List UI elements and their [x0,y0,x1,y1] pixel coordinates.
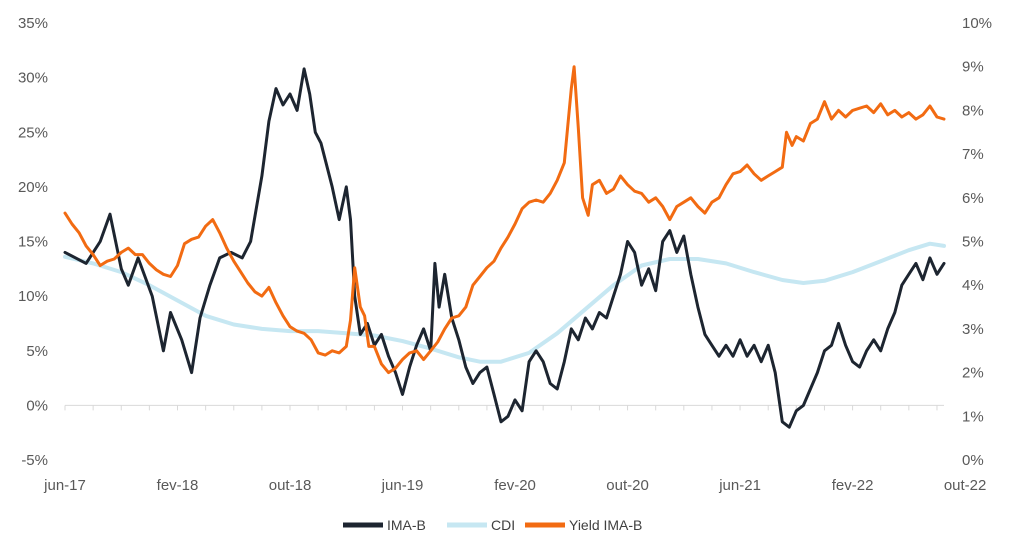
y-right-tick-label: 2% [962,365,984,382]
y-left-tick-label: -5% [21,452,48,469]
legend: IMA-B CDI Yield IMA-B [343,517,642,533]
y-axis-right: 0% 1% 2% 3% 4% 5% 6% 7% 8% 9% 10% [962,15,992,469]
series-line-cdi [63,241,946,364]
y-left-tick-label: 15% [18,234,48,251]
x-tick-labels: jun-17 fev-18 out-18 jun-19 fev-20 out-20 jun-… [43,477,987,494]
x-tick-label: jun-21 [718,477,761,494]
y-right-tick-label: 7% [962,146,984,163]
y-left-tick-label: 20% [18,179,48,196]
y-left-tick-label: 5% [26,343,48,360]
x-tick-label: fev-18 [157,477,199,494]
legend-label: CDI [491,517,515,533]
series-line-yield-ima-b [63,65,946,375]
x-tick-label: jun-19 [381,477,424,494]
x-tick-label: jun-17 [43,477,86,494]
y-right-tick-label: 10% [962,15,992,32]
x-tick-label: out-22 [944,477,987,494]
y-left-tick-label: 10% [18,288,48,305]
y-left-tick-label: 25% [18,124,48,141]
x-tick-label: fev-20 [494,477,536,494]
x-tick-label: out-20 [606,477,649,494]
y-right-tick-label: 0% [962,452,984,469]
x-tick-label: fev-22 [832,477,874,494]
y-left-tick-label: 30% [18,70,48,87]
y-right-tick-label: 8% [962,102,984,119]
series-lines [63,65,946,429]
y-right-tick-label: 4% [962,277,984,294]
y-left-tick-label: 0% [26,397,48,414]
y-axis-left: -5% 0% 5% 10% 15% 20% 25% 30% 35% [18,15,48,469]
series-line-ima-b [63,67,946,429]
x-axis [64,404,944,411]
x-tick-label: out-18 [269,477,312,494]
legend-label: IMA-B [387,517,426,533]
y-right-tick-label: 9% [962,59,984,76]
y-left-tick-label: 35% [18,15,48,32]
y-right-tick-label: 1% [962,408,984,425]
y-right-tick-label: 3% [962,321,984,338]
legend-label: Yield IMA-B [569,517,642,533]
y-right-tick-label: 5% [962,234,984,251]
y-right-tick-label: 6% [962,190,984,207]
